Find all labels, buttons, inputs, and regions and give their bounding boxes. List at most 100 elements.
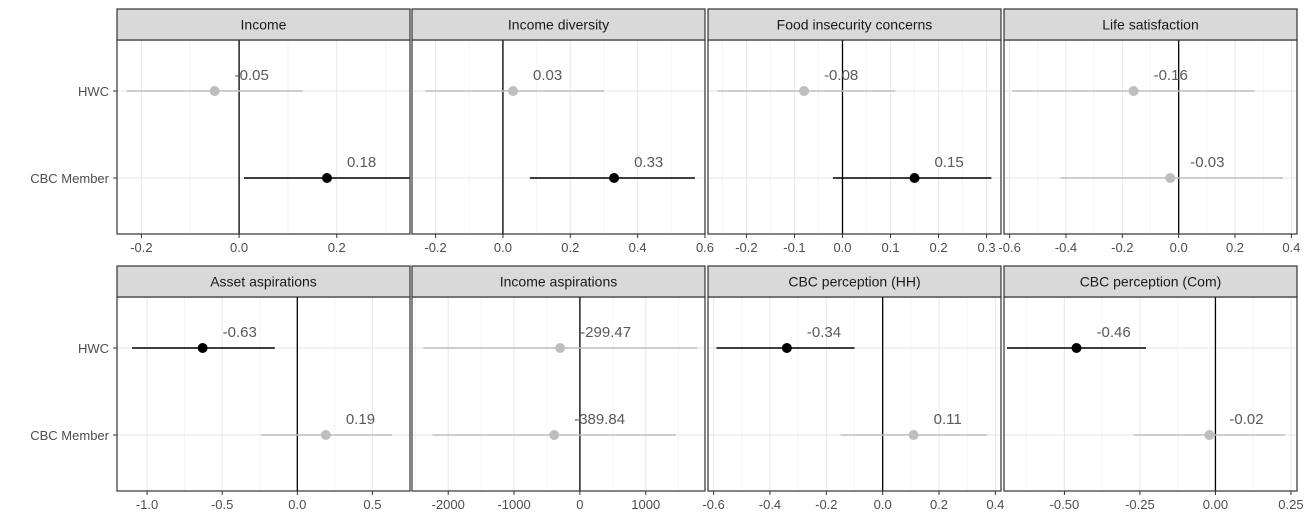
- facet-panel: -0.34 0.11 CBC perception (HH) -0.6 -0.4 -0.2…: [702, 265, 1004, 512]
- facet-title: Life satisfaction: [1102, 17, 1199, 33]
- x-tick-label: -1.0: [136, 497, 158, 512]
- estimate-label: 0.11: [934, 411, 962, 428]
- panel-background: [117, 297, 410, 491]
- facet-strip: [707, 8, 1002, 41]
- x-tick-label: 0.2: [328, 240, 346, 255]
- x-tick-label: -0.5: [211, 497, 233, 512]
- estimate-point: [1204, 430, 1215, 440]
- y-category-label: HWC: [78, 84, 109, 99]
- x-tick-label: 0: [576, 497, 583, 512]
- x-tick-label: 0.0: [230, 240, 248, 255]
- estimate-point: [1071, 343, 1082, 353]
- x-tick-label: 0.2: [1226, 240, 1244, 255]
- estimate-label: -0.34: [807, 324, 841, 341]
- estimate-label: 0.15: [935, 154, 964, 171]
- estimate-point: [209, 86, 220, 96]
- x-tick-label: 0.0: [288, 497, 306, 512]
- estimate-point: [909, 173, 920, 183]
- facet-title: Income: [241, 17, 287, 33]
- x-tick-label: -0.1: [783, 240, 805, 255]
- x-tick-label: 1000: [631, 497, 660, 512]
- estimate-point: [197, 343, 208, 353]
- x-tick-label: -0.25: [1125, 497, 1155, 512]
- facet-strip: [116, 8, 411, 41]
- x-tick-label: 0.0: [874, 497, 892, 512]
- estimate-point: [1128, 86, 1139, 96]
- y-category-label: CBC Member: [30, 171, 109, 186]
- x-tick-label: 0.1: [881, 240, 899, 255]
- estimate-label: -0.03: [1190, 154, 1224, 171]
- estimate-point: [908, 430, 919, 440]
- facet-title: Asset aspirations: [210, 274, 317, 290]
- y-category-label: HWC: [78, 341, 109, 356]
- facet-title: Income aspirations: [500, 274, 618, 290]
- facet-strip: [411, 265, 706, 298]
- x-tick-label: -0.2: [424, 240, 446, 255]
- estimate-point: [549, 430, 560, 440]
- facet-panel: -0.05 0.18 Income -0.2 0.0 0.2 HWC CBC Member: [30, 8, 411, 255]
- estimate-label: -0.02: [1229, 411, 1263, 428]
- x-tick-label: -0.50: [1050, 497, 1080, 512]
- facet-panel: 0.03 0.33 Income diversity -0.2 0.0 0.2 0.4 0.6: [411, 8, 714, 255]
- x-tick-label: 0.4: [986, 497, 1004, 512]
- panel-background: [412, 40, 705, 234]
- estimate-label: -0.46: [1096, 324, 1130, 341]
- x-tick-label: -0.2: [1111, 240, 1133, 255]
- estimate-label: -0.63: [223, 324, 257, 341]
- facet-strip: [116, 265, 411, 298]
- facet-strip: [411, 8, 706, 41]
- panel-background: [708, 40, 1001, 234]
- facet-panel: -0.08 0.15 Food insecurity concerns -0.2 -0.…: [707, 8, 1002, 255]
- facet-title: CBC perception (HH): [788, 274, 920, 290]
- x-tick-label: 0.2: [561, 240, 579, 255]
- facet-title: Income diversity: [508, 17, 609, 33]
- estimate-point: [321, 173, 332, 183]
- facet-panel: -0.63 0.19 Asset aspirations -1.0 -0.5 0.0 0.5…: [30, 265, 411, 512]
- panel-background: [117, 40, 410, 234]
- facet-title: CBC perception (Com): [1080, 274, 1222, 290]
- panel-background: [412, 297, 705, 491]
- estimate-label: 0.18: [347, 154, 376, 171]
- estimate-label: 0.19: [346, 411, 375, 428]
- x-tick-label: 0.0: [494, 240, 512, 255]
- facet-title: Food insecurity concerns: [777, 17, 933, 33]
- facet-panel: -0.46 -0.02 CBC perception (Com) -0.50 -0.25…: [1003, 265, 1304, 512]
- facet-panel: -0.16 -0.03 Life satisfaction -0.6 -0.4 -0.2 0…: [998, 8, 1300, 255]
- estimate-label: -0.05: [235, 67, 269, 84]
- x-tick-label: -0.6: [702, 497, 724, 512]
- x-tick-label: -0.2: [130, 240, 152, 255]
- x-tick-label: 0.5: [363, 497, 381, 512]
- facet-panel: -299.47 -389.84 Income aspirations -2000 -10…: [411, 265, 706, 512]
- facet-strip: [1003, 265, 1298, 298]
- estimate-point: [781, 343, 792, 353]
- x-tick-label: -0.4: [759, 497, 781, 512]
- estimate-label: -299.47: [580, 324, 631, 341]
- x-tick-label: 0.6: [696, 240, 714, 255]
- x-tick-label: 0.4: [629, 240, 647, 255]
- estimate-point: [1165, 173, 1176, 183]
- y-category-label: CBC Member: [30, 428, 109, 443]
- x-tick-label: 0.0: [1170, 240, 1188, 255]
- estimate-label: -0.08: [824, 67, 858, 84]
- x-tick-label: -0.6: [998, 240, 1020, 255]
- x-tick-label: 0.25: [1278, 497, 1303, 512]
- x-tick-label: -2000: [432, 497, 465, 512]
- x-tick-label: 0.3: [978, 240, 996, 255]
- x-tick-label: -0.4: [1055, 240, 1077, 255]
- x-tick-label: 0.2: [930, 240, 948, 255]
- facet-strip: [707, 265, 1002, 298]
- x-tick-label: 0.4: [1282, 240, 1300, 255]
- estimate-label: 0.33: [634, 154, 663, 171]
- estimate-point: [799, 86, 810, 96]
- facet-strip: [1003, 8, 1298, 41]
- x-tick-label: 0.0: [833, 240, 851, 255]
- x-tick-label: -0.2: [735, 240, 757, 255]
- estimate-point: [320, 430, 331, 440]
- x-tick-label: -0.2: [815, 497, 837, 512]
- x-tick-label: 0.00: [1203, 497, 1228, 512]
- x-tick-label: 0.2: [930, 497, 948, 512]
- panel-background: [1004, 297, 1297, 491]
- estimate-point: [609, 173, 620, 183]
- estimate-label: -389.84: [574, 411, 625, 428]
